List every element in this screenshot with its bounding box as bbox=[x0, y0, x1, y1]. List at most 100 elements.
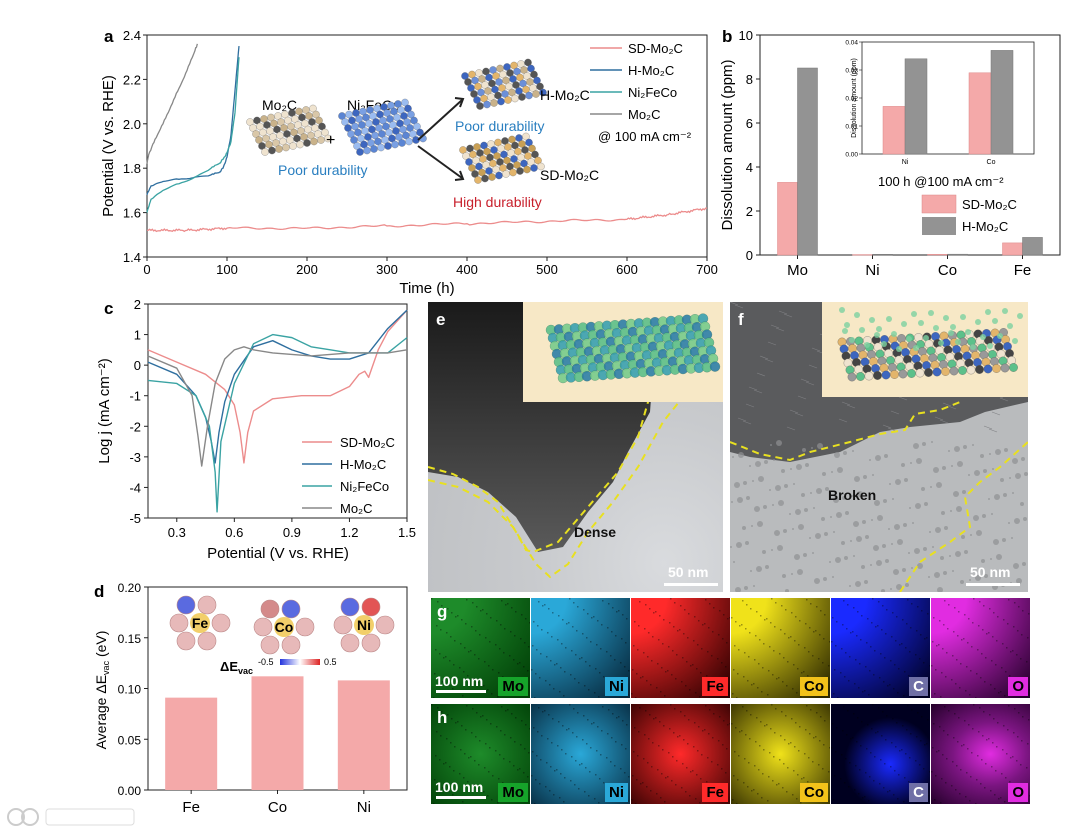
arrow-up-icon bbox=[417, 99, 463, 141]
noise-dot bbox=[468, 757, 470, 759]
noise-dot bbox=[539, 677, 541, 679]
nanoparticle bbox=[911, 567, 913, 569]
legend-a-sd: SD-Mo₂C bbox=[628, 41, 683, 56]
noise-dot bbox=[721, 662, 723, 664]
noise-dot bbox=[809, 627, 811, 629]
noise-dot bbox=[713, 713, 715, 715]
noise-dot bbox=[581, 763, 583, 765]
atom bbox=[398, 139, 406, 147]
noise-dot bbox=[886, 715, 888, 717]
lattice-fringe bbox=[745, 403, 755, 408]
noise-dot bbox=[750, 714, 752, 716]
nanoparticle bbox=[775, 485, 781, 491]
nanoparticle bbox=[976, 530, 982, 536]
noise-dot bbox=[945, 676, 947, 678]
noise-dot bbox=[561, 643, 563, 645]
nanoparticle bbox=[794, 554, 800, 560]
noise-dot bbox=[532, 645, 534, 647]
nanoparticle bbox=[944, 526, 948, 530]
noise-dot bbox=[880, 653, 882, 655]
eds-noise bbox=[931, 704, 1030, 804]
panel-label-d: d bbox=[94, 582, 104, 601]
noise-dot bbox=[536, 755, 538, 757]
noise-dot bbox=[753, 789, 755, 791]
noise-dot bbox=[967, 642, 969, 644]
noise-dot bbox=[478, 658, 480, 660]
noise-dot bbox=[577, 606, 579, 608]
lattice-fringe bbox=[778, 310, 788, 315]
noise-dot bbox=[680, 605, 682, 607]
noise-dot bbox=[727, 618, 729, 620]
noise-dot bbox=[626, 618, 628, 620]
noise-dot bbox=[875, 732, 877, 734]
noise-dot bbox=[719, 716, 721, 718]
atom bbox=[530, 164, 538, 172]
atom bbox=[497, 97, 505, 106]
noise-dot bbox=[523, 772, 525, 774]
schematic-poor1: Poor durability bbox=[278, 162, 368, 178]
noise-dot bbox=[748, 656, 750, 658]
noise-dot bbox=[742, 706, 744, 708]
noise-dot bbox=[746, 604, 748, 606]
lattice-fringe bbox=[898, 396, 908, 401]
atom bbox=[534, 156, 542, 165]
noise-dot bbox=[892, 612, 894, 614]
nanoparticle bbox=[832, 576, 834, 578]
noise-dot bbox=[533, 727, 535, 729]
noise-dot bbox=[573, 602, 575, 604]
noise-dot bbox=[552, 612, 554, 614]
noise-dot bbox=[520, 744, 522, 746]
noise-dot bbox=[483, 685, 485, 687]
noise-dot bbox=[733, 669, 735, 671]
noise-dot bbox=[656, 793, 658, 795]
noise-dot bbox=[600, 754, 602, 756]
noise-dot bbox=[763, 749, 765, 751]
noise-dot bbox=[801, 672, 803, 674]
atom bbox=[523, 165, 531, 174]
nanoparticle bbox=[856, 536, 862, 542]
plot-frame-c bbox=[147, 303, 408, 519]
noise-dot bbox=[952, 761, 954, 763]
noise-dot bbox=[575, 654, 577, 656]
atom bbox=[530, 70, 538, 79]
noise-dot bbox=[645, 710, 647, 712]
scalebar-label-e: 50 nm bbox=[668, 564, 709, 580]
nanoparticle bbox=[942, 466, 946, 470]
noise-dot bbox=[459, 773, 461, 775]
x-tick-label-a: 100 bbox=[216, 262, 238, 277]
noise-dot bbox=[793, 664, 795, 666]
noise-dot bbox=[447, 608, 449, 610]
nanoparticle bbox=[935, 527, 941, 533]
noise-dot bbox=[595, 774, 597, 776]
noise-dot bbox=[621, 638, 623, 640]
noise-dot bbox=[732, 799, 734, 801]
noise-dot bbox=[823, 744, 825, 746]
noise-dot bbox=[818, 658, 820, 660]
noise-dot bbox=[633, 751, 635, 753]
noise-dot bbox=[585, 661, 587, 663]
noise-dot bbox=[799, 620, 801, 622]
noise-dot bbox=[685, 791, 687, 793]
lattice-fringe bbox=[805, 381, 815, 386]
noise-dot bbox=[550, 660, 552, 662]
noise-dot bbox=[965, 796, 967, 798]
noise-dot bbox=[656, 687, 658, 689]
dissolved-atom bbox=[1007, 323, 1013, 329]
noise-dot bbox=[602, 600, 604, 602]
noise-dot bbox=[670, 598, 672, 600]
noise-dot bbox=[906, 729, 908, 731]
nanoparticle bbox=[1023, 517, 1027, 521]
noise-dot bbox=[447, 714, 449, 716]
lattice-fringe bbox=[742, 420, 752, 425]
noise-dot bbox=[991, 660, 993, 662]
noise-dot bbox=[489, 641, 491, 643]
noise-dot bbox=[560, 773, 562, 775]
noise-dot bbox=[805, 623, 807, 625]
noise-dot bbox=[562, 725, 564, 727]
nanoparticle bbox=[910, 462, 912, 464]
noise-dot bbox=[688, 719, 690, 721]
noise-dot bbox=[704, 729, 706, 731]
noise-dot bbox=[773, 756, 775, 758]
noise-dot bbox=[874, 756, 876, 758]
noise-dot bbox=[612, 607, 614, 609]
